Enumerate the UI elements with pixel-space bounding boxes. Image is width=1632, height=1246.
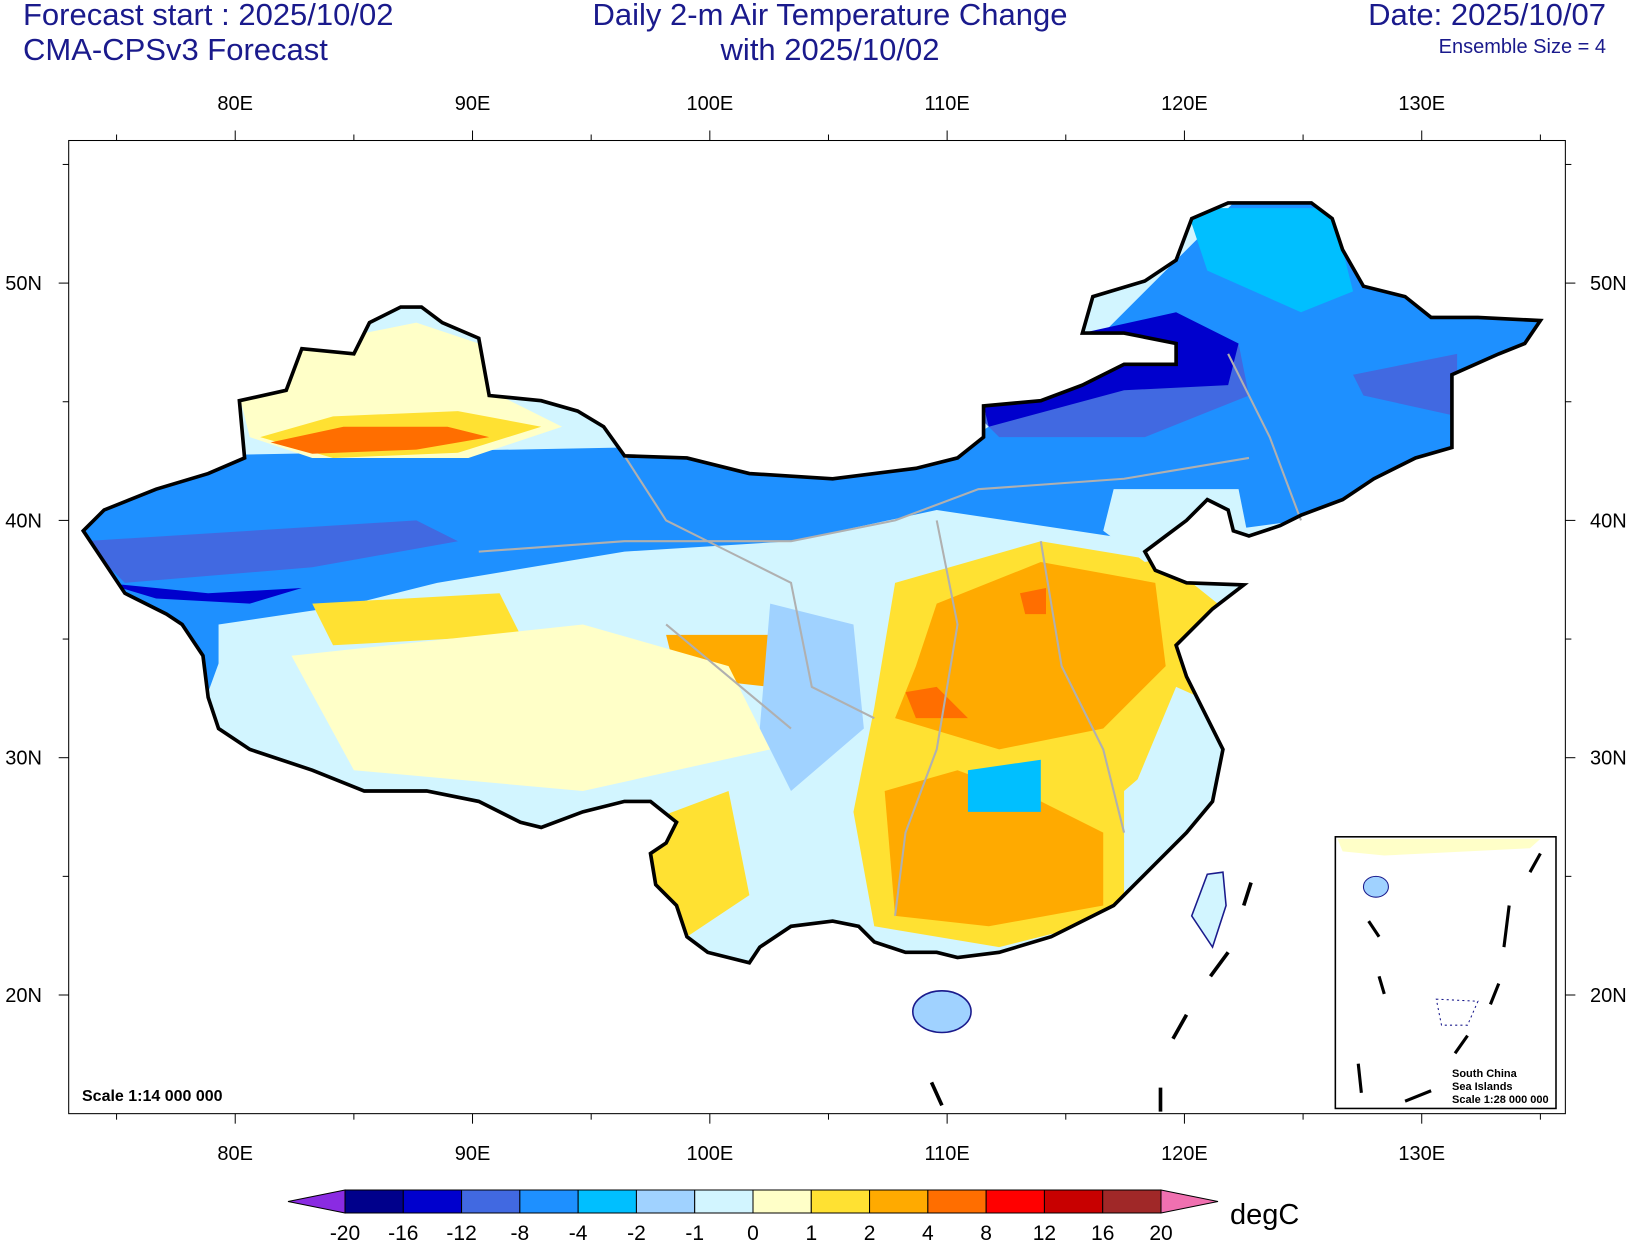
inset-islands xyxy=(1435,998,1479,1026)
colorbar-label: 0 xyxy=(747,1222,759,1241)
boundary-dash xyxy=(929,882,1253,1112)
lon-label-bottom: 100E xyxy=(686,1143,733,1165)
taiwan xyxy=(1190,871,1227,949)
colorbar-box xyxy=(927,1189,987,1214)
lat-label-left: 40N xyxy=(5,510,42,532)
lon-label-bottom: 110E xyxy=(925,1143,970,1165)
colorbar-box xyxy=(461,1189,521,1214)
model-name: CMA-CPSv3 Forecast xyxy=(23,32,328,67)
field-hot xyxy=(905,588,1047,719)
colorbar-box xyxy=(752,1189,812,1214)
colorbar-box xyxy=(985,1189,1045,1214)
lon-label-bottom: 80E xyxy=(217,1143,253,1165)
colorbar-label: 8 xyxy=(980,1222,992,1241)
colorbar-box xyxy=(810,1189,871,1214)
colorbar-box xyxy=(402,1189,463,1214)
lon-label-bottom: 130E xyxy=(1398,1143,1445,1165)
title-line-1: Daily 2-m Air Temperature Change xyxy=(593,0,1068,32)
inset-hainan xyxy=(1362,875,1389,898)
field-colder xyxy=(83,520,458,583)
lon-label-top: 130E xyxy=(1398,93,1445,115)
inset-label: South China xyxy=(1452,1068,1518,1080)
lat-label-right: 20N xyxy=(1590,985,1627,1007)
lon-label-top: 120E xyxy=(1161,93,1208,115)
field-cool xyxy=(1186,208,1354,313)
field-warm xyxy=(312,593,521,646)
lon-label-top: 110E xyxy=(925,93,970,115)
field-slight-cool xyxy=(759,603,864,792)
colorbar-label: -1 xyxy=(685,1222,704,1241)
inset-coast xyxy=(1337,838,1541,856)
lon-label-bottom: 90E xyxy=(455,1143,491,1165)
lon-label-top: 100E xyxy=(686,93,733,115)
lat-label-right: 30N xyxy=(1590,748,1627,770)
province-borders xyxy=(478,353,1302,917)
lat-label-left: 50N xyxy=(5,273,42,295)
colorbar-label: 20 xyxy=(1149,1222,1172,1241)
forecast-start: Forecast start : 2025/10/02 xyxy=(23,0,394,32)
colorbar-label: -8 xyxy=(511,1222,530,1241)
map-scale: Scale 1:14 000 000 xyxy=(82,1088,223,1105)
colorbar-unit: degC xyxy=(1230,1199,1299,1231)
colorbar-triangle-low xyxy=(287,1189,346,1214)
field-colder xyxy=(1353,353,1458,417)
colorbar-label: 2 xyxy=(864,1222,876,1241)
colorbar-label: 4 xyxy=(922,1222,934,1241)
title-line-2: with 2025/10/02 xyxy=(720,32,940,67)
colorbar-label: 16 xyxy=(1091,1222,1114,1241)
map-area xyxy=(68,139,1566,1115)
inset-label: Scale 1:28 000 000 xyxy=(1452,1094,1549,1106)
valid-date: Date: 2025/10/07 xyxy=(1368,0,1606,32)
inset-dash xyxy=(1356,852,1542,1103)
field-warmer xyxy=(895,562,1166,750)
colorbar-triangle-high xyxy=(1160,1189,1219,1214)
ensemble-size: Ensemble Size = 4 xyxy=(1439,36,1606,58)
axes: 80E 80E 90E 90E 100E 100E 110E 110E 120E 120E 130E… xyxy=(5,93,1626,1165)
inset-label: Sea Islands xyxy=(1452,1081,1513,1093)
lon-label-top: 90E xyxy=(455,93,491,115)
colorbar-label: -20 xyxy=(330,1222,360,1241)
field-coldest xyxy=(104,582,302,604)
colorbar-box xyxy=(635,1189,696,1214)
colorbar-box xyxy=(344,1189,404,1214)
field-mild xyxy=(291,624,771,792)
colorbar-label: -12 xyxy=(446,1222,476,1241)
field-cool xyxy=(967,759,1041,812)
colorbar-box xyxy=(577,1189,637,1214)
colorbar: -20 -16 -12 -8 -4 -2 -1 0 1 2 4 8 12 16 20 xyxy=(287,1189,1219,1245)
inset-frame xyxy=(1334,836,1557,1110)
colorbar-box xyxy=(1043,1189,1104,1214)
lat-label-right: 40N xyxy=(1590,510,1627,532)
colorbar-box xyxy=(1102,1189,1162,1214)
field-warmer xyxy=(884,770,1104,927)
colorbar-box xyxy=(519,1189,579,1214)
colorbar-label: -2 xyxy=(627,1222,646,1241)
colorbar-label: -16 xyxy=(388,1222,418,1241)
colorbar-label: -4 xyxy=(569,1222,588,1241)
hainan xyxy=(912,990,972,1034)
field-hot xyxy=(270,426,490,454)
lat-label-left: 30N xyxy=(5,748,42,770)
colorbar-box xyxy=(869,1189,929,1214)
colorbar-label: 12 xyxy=(1033,1222,1056,1241)
lon-label-bottom: 120E xyxy=(1161,1143,1208,1165)
lat-label-right: 50N xyxy=(1590,273,1627,295)
lon-label-top: 80E xyxy=(217,93,253,115)
lat-label-left: 20N xyxy=(5,985,42,1007)
colorbar-label: 1 xyxy=(805,1222,817,1241)
colorbar-box xyxy=(694,1189,754,1214)
